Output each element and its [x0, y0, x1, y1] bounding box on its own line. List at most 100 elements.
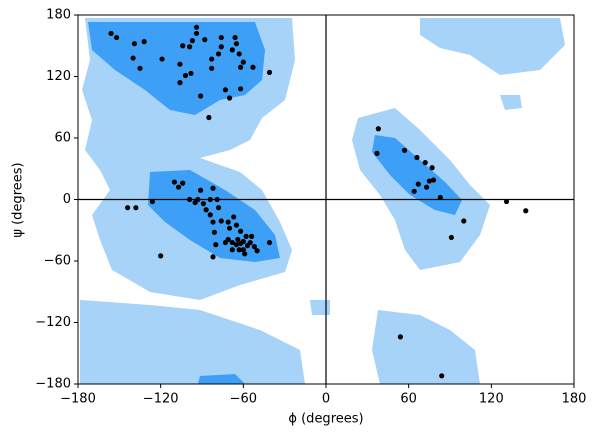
point — [233, 242, 240, 248]
point — [429, 165, 435, 171]
point — [251, 244, 257, 250]
point — [523, 208, 529, 214]
point — [233, 41, 240, 47]
point — [209, 56, 215, 62]
point — [503, 198, 510, 205]
point — [158, 253, 164, 259]
point — [411, 188, 417, 194]
point — [397, 334, 403, 340]
x-tick-label: 60 — [400, 392, 417, 407]
point — [247, 239, 253, 246]
point — [439, 373, 445, 379]
point — [133, 205, 139, 211]
point — [218, 34, 224, 41]
point — [423, 184, 430, 190]
point — [130, 55, 136, 61]
point — [226, 95, 233, 101]
point — [125, 205, 131, 211]
point — [207, 196, 213, 203]
point — [254, 248, 260, 254]
point — [240, 238, 246, 245]
point — [232, 34, 238, 41]
point — [193, 30, 200, 37]
point — [149, 198, 155, 205]
point — [430, 177, 437, 183]
point — [215, 51, 222, 57]
point — [187, 44, 193, 50]
point — [249, 233, 255, 239]
point — [206, 114, 212, 121]
point — [375, 126, 381, 132]
point — [180, 43, 186, 49]
point — [237, 64, 244, 70]
point — [266, 69, 273, 75]
point — [175, 184, 182, 190]
x-tick-label: −120 — [143, 392, 179, 407]
point — [141, 39, 147, 45]
x-tick-label: 0 — [322, 392, 330, 407]
point — [225, 219, 231, 225]
point — [182, 72, 189, 79]
point — [177, 80, 183, 86]
point — [193, 24, 200, 30]
point — [426, 178, 432, 184]
point — [218, 44, 224, 50]
point — [422, 160, 428, 166]
point — [214, 196, 220, 203]
x-tick-label: 180 — [562, 392, 587, 407]
point — [213, 242, 219, 248]
point — [218, 218, 224, 224]
point — [215, 205, 222, 211]
point — [231, 214, 237, 220]
point — [240, 59, 246, 65]
point — [229, 239, 235, 246]
y-tick-label: 0 — [63, 192, 71, 207]
point — [203, 207, 209, 213]
point — [209, 65, 215, 71]
point — [240, 247, 246, 253]
point — [177, 61, 183, 67]
point — [192, 199, 198, 206]
point — [171, 179, 178, 185]
point — [210, 254, 216, 260]
point — [243, 233, 249, 239]
point — [159, 56, 165, 62]
point — [226, 225, 233, 231]
point — [188, 70, 194, 77]
point — [437, 194, 443, 201]
y-tick-label: 60 — [54, 131, 71, 146]
point — [198, 187, 204, 193]
point — [414, 154, 420, 161]
x-axis-label: ϕ (degrees) — [288, 412, 363, 427]
point — [222, 239, 229, 246]
point — [207, 212, 213, 218]
point — [242, 251, 248, 257]
point — [415, 181, 421, 187]
point — [229, 247, 235, 253]
point — [448, 234, 454, 241]
y-tick-label: −60 — [44, 254, 71, 269]
point — [401, 147, 408, 153]
point — [108, 30, 114, 37]
x-tick-label: 120 — [479, 392, 504, 407]
point — [236, 51, 242, 57]
point — [229, 47, 235, 53]
point — [137, 65, 143, 71]
point — [198, 93, 204, 99]
point — [211, 229, 217, 235]
point — [237, 86, 244, 92]
point — [461, 218, 467, 224]
point — [210, 219, 216, 225]
point — [235, 236, 241, 243]
point — [236, 247, 242, 253]
point — [189, 38, 195, 44]
x-tick-label: −180 — [60, 392, 96, 407]
point — [180, 180, 186, 186]
point — [250, 64, 256, 70]
point — [210, 185, 216, 191]
point — [237, 228, 244, 234]
point — [200, 201, 206, 207]
point — [202, 37, 208, 43]
y-tick-label: −180 — [35, 377, 71, 392]
